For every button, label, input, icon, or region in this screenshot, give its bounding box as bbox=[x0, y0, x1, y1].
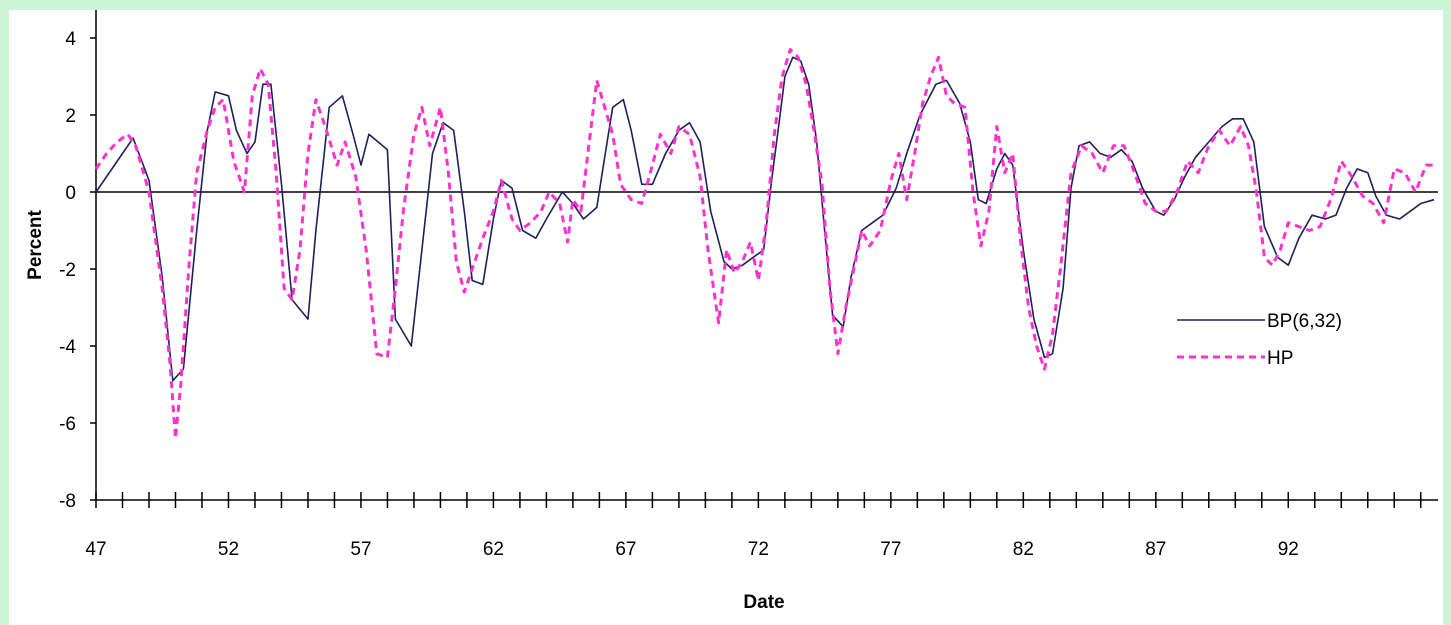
legend: BP(6,32) HP bbox=[1177, 311, 1342, 369]
legend-label-bp: BP(6,32) bbox=[1267, 311, 1342, 332]
legend-label-hp: HP bbox=[1267, 348, 1293, 369]
x-tick-label: 77 bbox=[880, 539, 901, 560]
line-chart: 4 2 0 -2 -4 -6 -8 47 52 57 62 67 72 77 82 87 92 Date Per… bbox=[25, 10, 1438, 613]
y-tick-label: -4 bbox=[59, 337, 76, 358]
y-tick-label: 2 bbox=[65, 106, 76, 127]
series-lines bbox=[94, 48, 1435, 440]
y-tick-label: -6 bbox=[59, 414, 76, 435]
x-tick-label: 62 bbox=[483, 539, 504, 560]
y-axis-title: Percent bbox=[25, 209, 46, 279]
x-tick-label: 52 bbox=[218, 539, 239, 560]
tick-labels: 4 2 0 -2 -4 -6 -8 47 52 57 62 67 72 77 82 87 92 bbox=[59, 29, 1299, 560]
y-tick-label: -2 bbox=[59, 260, 76, 281]
x-tick-label: 57 bbox=[350, 539, 371, 560]
series-line-bp bbox=[95, 56, 1435, 382]
x-axis-title: Date bbox=[743, 592, 784, 613]
x-tick-label: 82 bbox=[1013, 539, 1034, 560]
y-tick-label: 4 bbox=[65, 29, 76, 50]
x-tick-label: 67 bbox=[615, 539, 636, 560]
tick-marks bbox=[90, 37, 1422, 508]
chart-frame: 4 2 0 -2 -4 -6 -8 47 52 57 62 67 72 77 82 87 92 Date Per… bbox=[9, 10, 1443, 625]
x-tick-label: 92 bbox=[1278, 539, 1299, 560]
x-tick-label: 72 bbox=[748, 539, 769, 560]
y-tick-label: 0 bbox=[65, 183, 76, 204]
series-line-hp bbox=[94, 48, 1434, 440]
y-tick-label: -8 bbox=[59, 491, 76, 512]
axes bbox=[95, 10, 1438, 501]
x-tick-label: 47 bbox=[85, 539, 106, 560]
x-tick-label: 87 bbox=[1145, 539, 1166, 560]
